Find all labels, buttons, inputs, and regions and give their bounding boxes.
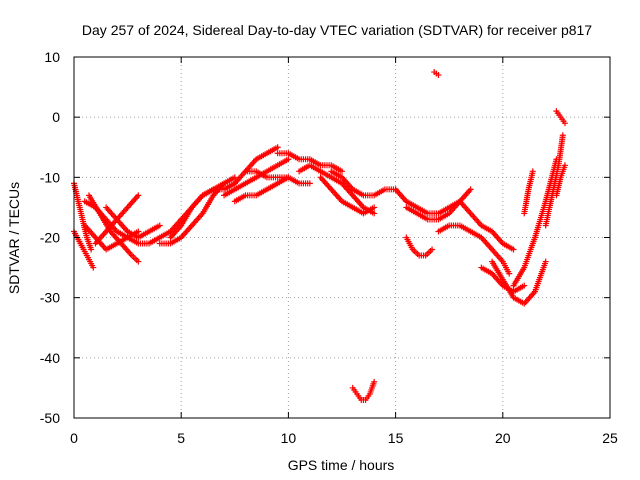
series-arc17 <box>317 174 378 217</box>
series-arc18 <box>328 168 399 199</box>
data-point <box>371 210 378 217</box>
x-tick-label: 25 <box>602 430 618 446</box>
series-arc32 <box>553 162 568 199</box>
series-arc15 <box>274 150 345 175</box>
series-arc29 <box>521 168 536 217</box>
data-point <box>542 258 549 265</box>
data-point <box>561 120 568 127</box>
tick-labels: 0 5 10 15 20 25 10 0 -10 -20 -30 -40 -50 <box>40 49 618 446</box>
x-tick-label: 5 <box>177 430 185 446</box>
series-arc22 <box>403 234 436 259</box>
data-point <box>285 156 292 163</box>
data-point <box>156 222 163 229</box>
data-point <box>88 246 95 253</box>
x-tick-label: 15 <box>388 430 404 446</box>
y-tick-label: -50 <box>40 410 60 426</box>
series-arc12 <box>231 144 281 187</box>
y-tick-label: -20 <box>40 230 60 246</box>
x-axis-label: GPS time / hours <box>288 457 395 473</box>
data-point <box>221 180 228 187</box>
data-point <box>90 264 97 271</box>
data-point <box>371 204 378 211</box>
series-arc31 <box>553 108 568 127</box>
y-tick-label: 10 <box>44 49 60 65</box>
series-arc14 <box>242 168 313 187</box>
data-point <box>521 282 528 289</box>
x-tick-label: 10 <box>281 430 297 446</box>
y-tick-label: 0 <box>52 109 60 125</box>
data-points <box>71 69 568 403</box>
series-arc19 <box>349 378 378 403</box>
series-arc10 <box>178 180 238 223</box>
data-point <box>135 258 142 265</box>
series-arc24 <box>435 222 513 277</box>
series-arc8 <box>156 174 238 247</box>
data-point <box>371 378 378 385</box>
data-point <box>429 246 436 253</box>
data-point <box>529 168 536 175</box>
grid-lines <box>74 57 610 418</box>
data-point <box>135 228 142 235</box>
data-point <box>561 162 568 169</box>
data-point <box>559 132 566 139</box>
y-axis-label: SDTVAR / TECUs <box>6 182 22 294</box>
data-point <box>306 180 313 187</box>
y-tick-label: -40 <box>40 350 60 366</box>
series-arc7 <box>103 204 163 241</box>
series-arc6 <box>92 192 142 247</box>
chart-title: Day 257 of 2024, Sidereal Day-to-day VTE… <box>82 22 592 38</box>
data-point <box>435 72 442 79</box>
data-point <box>135 192 142 199</box>
axis-ticks <box>73 56 611 419</box>
data-point <box>274 144 281 151</box>
series-arc23 <box>431 69 442 79</box>
y-tick-label: -10 <box>40 169 60 185</box>
data-point <box>506 270 513 277</box>
data-point <box>231 174 238 181</box>
series-arc25 <box>456 198 517 253</box>
data-point <box>467 186 474 193</box>
series-arc30 <box>542 132 566 229</box>
data-point <box>510 246 517 253</box>
x-tick-label: 0 <box>70 430 78 446</box>
y-tick-label: -30 <box>40 290 60 306</box>
series-arc27 <box>489 258 549 307</box>
data-point <box>339 168 345 175</box>
x-tick-label: 20 <box>495 430 511 446</box>
